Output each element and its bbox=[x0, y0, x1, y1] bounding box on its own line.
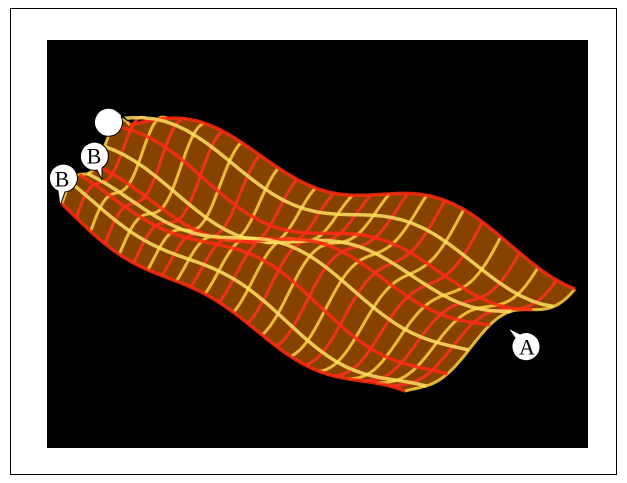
figure: B B B A bbox=[0, 0, 627, 483]
page: B B B A (() => { const data = JSON.parse… bbox=[0, 0, 627, 483]
callout-label: B bbox=[55, 167, 70, 192]
callout-label: B bbox=[87, 144, 102, 169]
callout-label: B bbox=[103, 89, 118, 114]
callout-label: A bbox=[519, 335, 535, 360]
